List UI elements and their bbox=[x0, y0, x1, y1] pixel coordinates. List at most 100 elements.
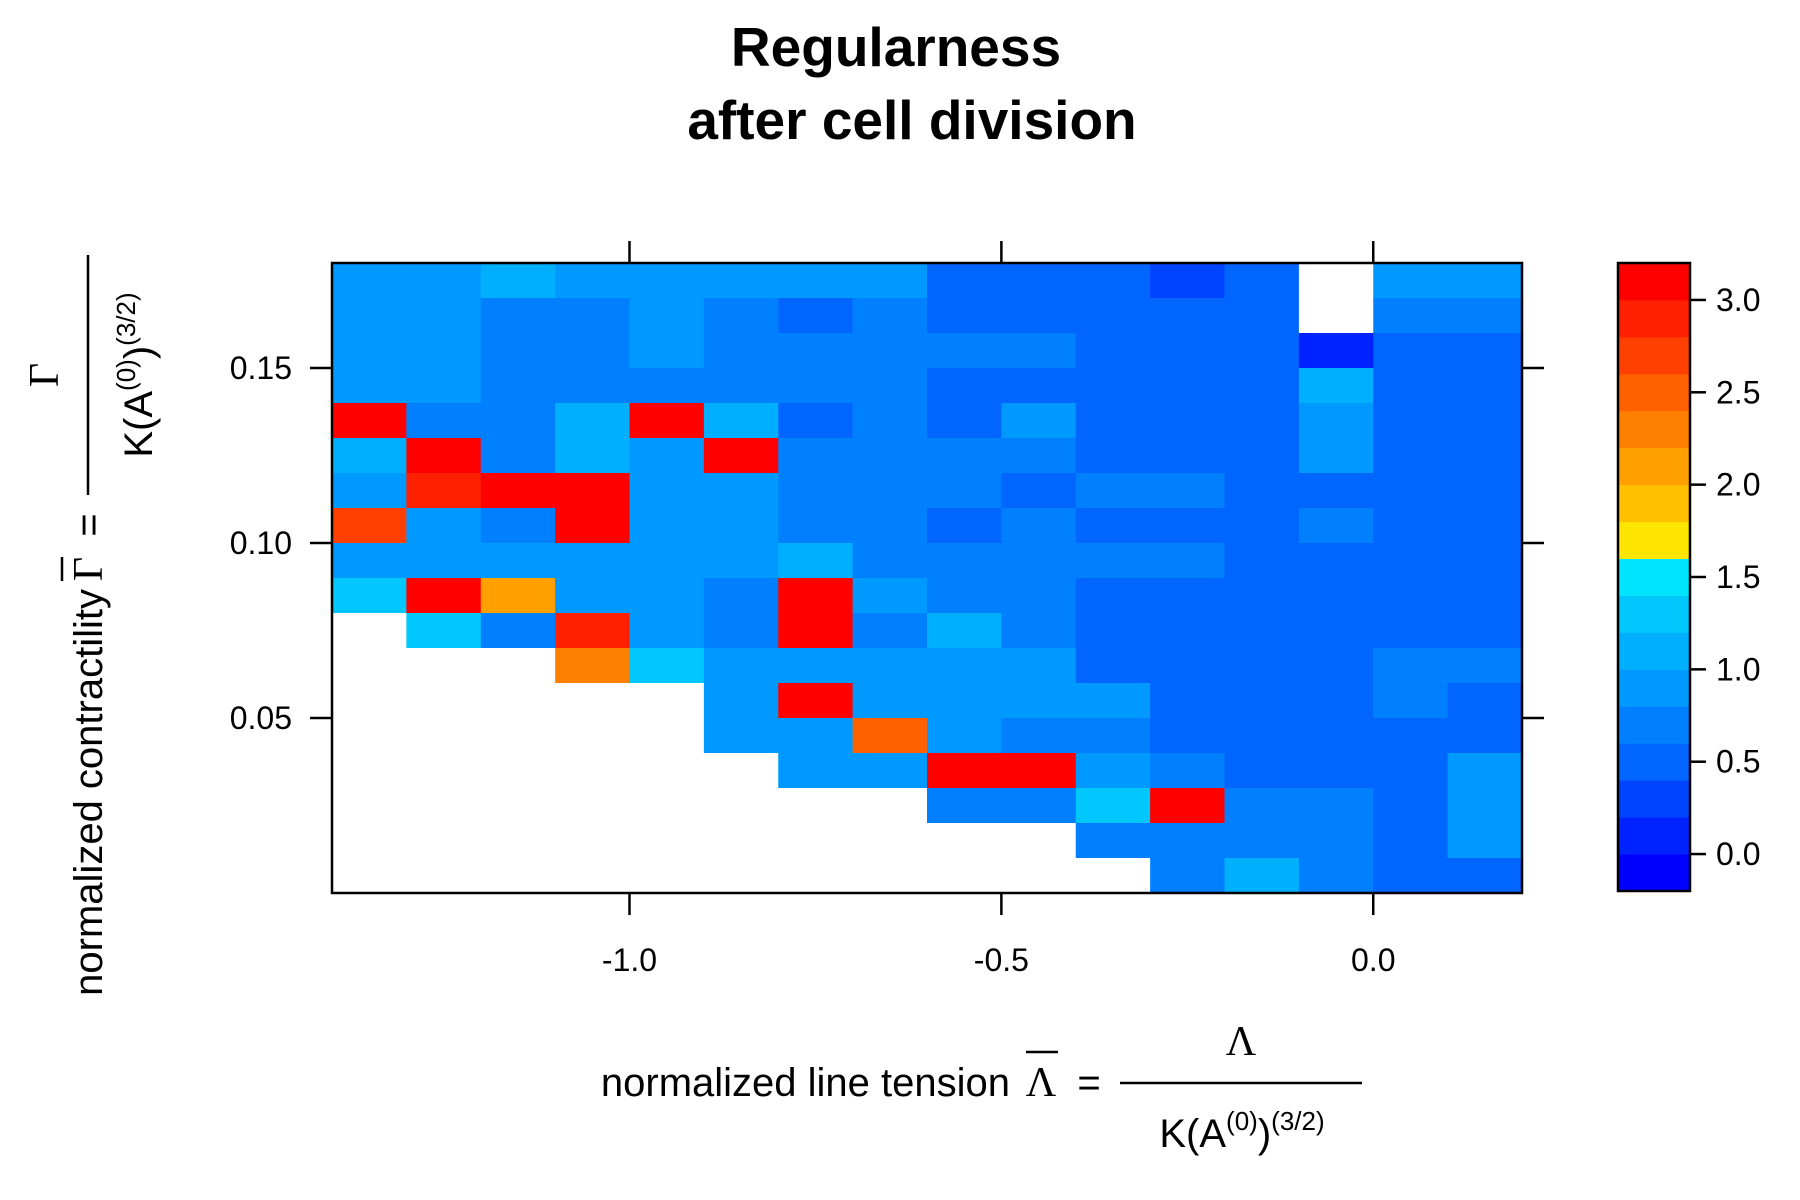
heatmap-cell bbox=[1001, 508, 1077, 544]
heatmap-cell bbox=[852, 438, 928, 474]
heatmap-cell bbox=[555, 438, 631, 474]
heatmap-cell bbox=[703, 298, 779, 334]
heatmap-cell bbox=[555, 263, 631, 299]
heatmap-cell bbox=[1298, 858, 1374, 894]
heatmap-cell bbox=[1001, 403, 1077, 439]
heatmap-cell bbox=[1298, 823, 1374, 859]
heatmap-cell bbox=[703, 333, 779, 369]
heatmap-cell bbox=[1075, 648, 1151, 684]
heatmap-cell bbox=[927, 473, 1002, 509]
heatmap-cell bbox=[1075, 718, 1151, 754]
heatmap-cell bbox=[778, 438, 854, 474]
heatmap-cell bbox=[703, 648, 779, 684]
heatmap-cell bbox=[703, 683, 779, 719]
heatmap-cell bbox=[1075, 508, 1151, 544]
heatmap-cell bbox=[1447, 543, 1523, 579]
heatmap-cell bbox=[852, 403, 928, 439]
heatmap-cell bbox=[927, 823, 1002, 859]
heatmap-cell bbox=[1224, 508, 1300, 544]
heatmap-cell bbox=[332, 263, 407, 299]
heatmap-cell bbox=[1298, 613, 1374, 649]
heatmap-cell bbox=[703, 788, 779, 824]
heatmap-cell bbox=[927, 333, 1002, 369]
heatmap-cell bbox=[480, 823, 556, 859]
heatmap-cell bbox=[332, 438, 407, 474]
heatmap-cell bbox=[629, 298, 705, 334]
heatmap-cell bbox=[927, 298, 1002, 334]
heatmap-cell bbox=[1150, 578, 1226, 614]
heatmap-cell bbox=[406, 578, 482, 614]
heatmap-cell bbox=[1447, 578, 1523, 614]
heatmap-cell bbox=[629, 333, 705, 369]
heatmap-cell bbox=[406, 823, 482, 859]
y-tick-label: 0.10 bbox=[230, 525, 292, 561]
heatmap-cell bbox=[1001, 718, 1077, 754]
heatmap-cell bbox=[1001, 648, 1077, 684]
x-axis-label-numerator: Λ bbox=[1226, 1019, 1257, 1065]
heatmap-cell bbox=[852, 543, 928, 579]
heatmap-cell bbox=[332, 788, 407, 824]
heatmap-cell bbox=[406, 753, 482, 789]
heatmap-cell bbox=[1150, 403, 1226, 439]
heatmap-cell bbox=[1001, 543, 1077, 579]
heatmap-cell bbox=[778, 368, 854, 404]
heatmap-cell bbox=[1150, 368, 1226, 404]
heatmap-cell bbox=[332, 718, 407, 754]
heatmap-cell bbox=[1373, 263, 1449, 299]
heatmap-cell bbox=[703, 263, 779, 299]
heatmap-cell bbox=[332, 368, 407, 404]
heatmap-cell bbox=[629, 368, 705, 404]
heatmap-cell bbox=[1075, 403, 1151, 439]
heatmap-cell bbox=[852, 613, 928, 649]
y-axis-label-numerator: Γ bbox=[22, 363, 68, 387]
heatmap-cell bbox=[1298, 648, 1374, 684]
heatmap-cell bbox=[406, 403, 482, 439]
heatmap-cell bbox=[778, 403, 854, 439]
heatmap-cell bbox=[555, 753, 631, 789]
heatmap-cell bbox=[1001, 823, 1077, 859]
colorbar-tick-label: 0.0 bbox=[1716, 836, 1760, 872]
colorbar-bin bbox=[1618, 373, 1690, 412]
heatmap-cell bbox=[480, 473, 556, 509]
x-axis-label-symbol: Λ bbox=[1026, 1060, 1057, 1106]
heatmap-cell bbox=[1001, 858, 1077, 894]
heatmap-cell bbox=[1150, 753, 1226, 789]
heatmap-cell bbox=[332, 543, 407, 579]
y-axis-label-equals: = bbox=[67, 513, 111, 536]
colorbar bbox=[1618, 263, 1690, 892]
colorbar-bin bbox=[1618, 263, 1690, 301]
heatmap-cell bbox=[1224, 543, 1300, 579]
heatmap-cell bbox=[1373, 403, 1449, 439]
heatmap-cell bbox=[629, 753, 705, 789]
heatmap-cell bbox=[927, 263, 1002, 299]
heatmap-cell bbox=[1298, 473, 1374, 509]
colorbar-bin bbox=[1618, 780, 1690, 818]
colorbar-bin bbox=[1618, 595, 1690, 633]
heatmap-cell bbox=[703, 438, 779, 474]
x-axis-label-denominator: K(A(0))(3/2) bbox=[1159, 1106, 1324, 1156]
heatmap-cell bbox=[1447, 823, 1523, 859]
heatmap-cell bbox=[1373, 508, 1449, 544]
heatmap-cell bbox=[1373, 788, 1449, 824]
heatmap-cell bbox=[1001, 298, 1077, 334]
y-axis-label-prefix: normalized contractility bbox=[67, 589, 111, 996]
heatmap-cell bbox=[927, 508, 1002, 544]
heatmap-cell bbox=[1150, 438, 1226, 474]
heatmap-cell bbox=[1150, 508, 1226, 544]
heatmap-cell bbox=[852, 473, 928, 509]
heatmap-cell bbox=[778, 613, 854, 649]
heatmap-cell bbox=[555, 788, 631, 824]
heatmap-cell bbox=[629, 508, 705, 544]
heatmap-cell bbox=[1373, 718, 1449, 754]
heatmap-cell bbox=[1001, 683, 1077, 719]
heatmap-cell bbox=[1298, 718, 1374, 754]
heatmap-cell bbox=[480, 368, 556, 404]
colorbar-tick-label: 2.5 bbox=[1716, 374, 1760, 410]
heatmap-cell bbox=[1150, 333, 1226, 369]
heatmap-cell bbox=[629, 613, 705, 649]
heatmap-cell bbox=[480, 333, 556, 369]
colorbar-bin bbox=[1618, 632, 1690, 670]
chart-title-line-1: Regularness bbox=[731, 16, 1061, 78]
heatmap-cell bbox=[1224, 403, 1300, 439]
heatmap-cell bbox=[1373, 543, 1449, 579]
